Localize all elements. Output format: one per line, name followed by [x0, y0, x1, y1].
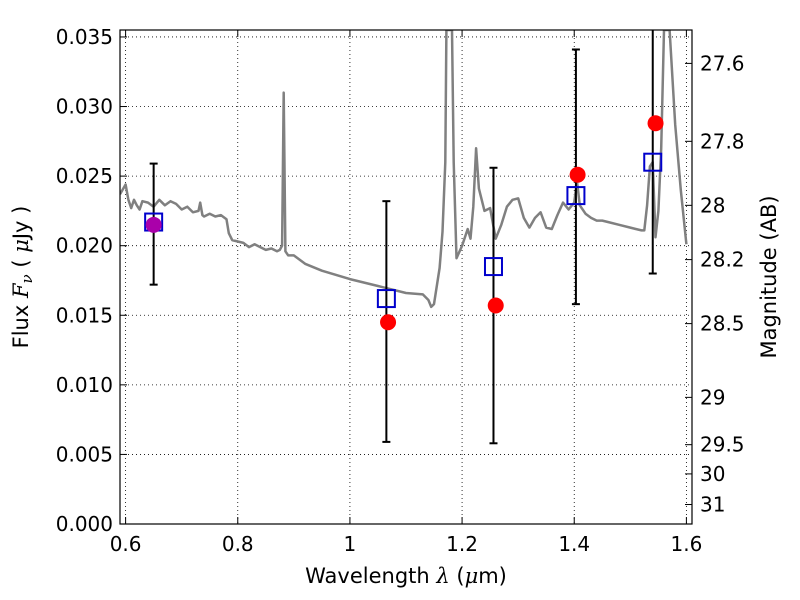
x-tick-label: 0.6: [110, 532, 142, 556]
observed-point: [145, 216, 162, 233]
plot-frame: [119, 29, 693, 525]
y-tick-label: 0.005: [56, 442, 113, 466]
y-tick-label: 0.025: [56, 164, 113, 188]
y2-axis-label: Magnitude (AB): [757, 195, 781, 358]
model-square-markers: [144, 152, 663, 309]
y2-tick-label: 27.6: [700, 51, 745, 75]
model-square: [566, 186, 586, 206]
x-tick-label: 0.8: [222, 532, 254, 556]
x-axis-label: Wavelength λ (μm): [305, 564, 507, 588]
model-square: [483, 257, 503, 277]
y2-tick-label: 27.8: [700, 129, 745, 153]
observed-point: [380, 314, 397, 331]
x-tick-label: 1.6: [670, 532, 702, 556]
observed-circle-markers: [145, 115, 664, 331]
model-square: [643, 152, 663, 172]
x-tick-label: 1: [344, 532, 357, 556]
model-square: [376, 289, 396, 309]
observed-point: [487, 297, 504, 314]
x-tick-label: 1.4: [558, 532, 590, 556]
y-tick-label: 0.030: [56, 95, 113, 119]
x-tick-label: 1.2: [446, 532, 478, 556]
y2-tick-label: 28.2: [700, 248, 745, 272]
spectrum-line: [120, 30, 688, 309]
y-tick-label: 0.000: [56, 512, 113, 536]
y-tick-label: 0.035: [56, 25, 113, 49]
y2-tick-label: 28.5: [700, 312, 745, 336]
y-tick-label: 0.020: [56, 234, 113, 258]
y-tick-label: 0.010: [56, 373, 113, 397]
y2-tick-label: 29: [700, 385, 725, 409]
spectrum-series: [120, 30, 688, 309]
y2-tick-label: 28: [700, 193, 725, 217]
y-tick-label: 0.015: [56, 303, 113, 327]
observed-point: [569, 166, 586, 183]
observed-point: [647, 115, 664, 132]
y-axis-label: Flux Fν ( μJy ): [9, 206, 36, 349]
grid: [120, 30, 692, 525]
error-bars: [149, 30, 657, 445]
axis-ticks: 0.6 0.8 1 1.2 1.4 1.6 0.000 0.005 0.010 0.015 0.02…: [56, 25, 745, 556]
y2-tick-label: 31: [700, 493, 725, 517]
y2-tick-label: 29.5: [700, 433, 745, 457]
y2-tick-label: 30: [700, 462, 725, 486]
